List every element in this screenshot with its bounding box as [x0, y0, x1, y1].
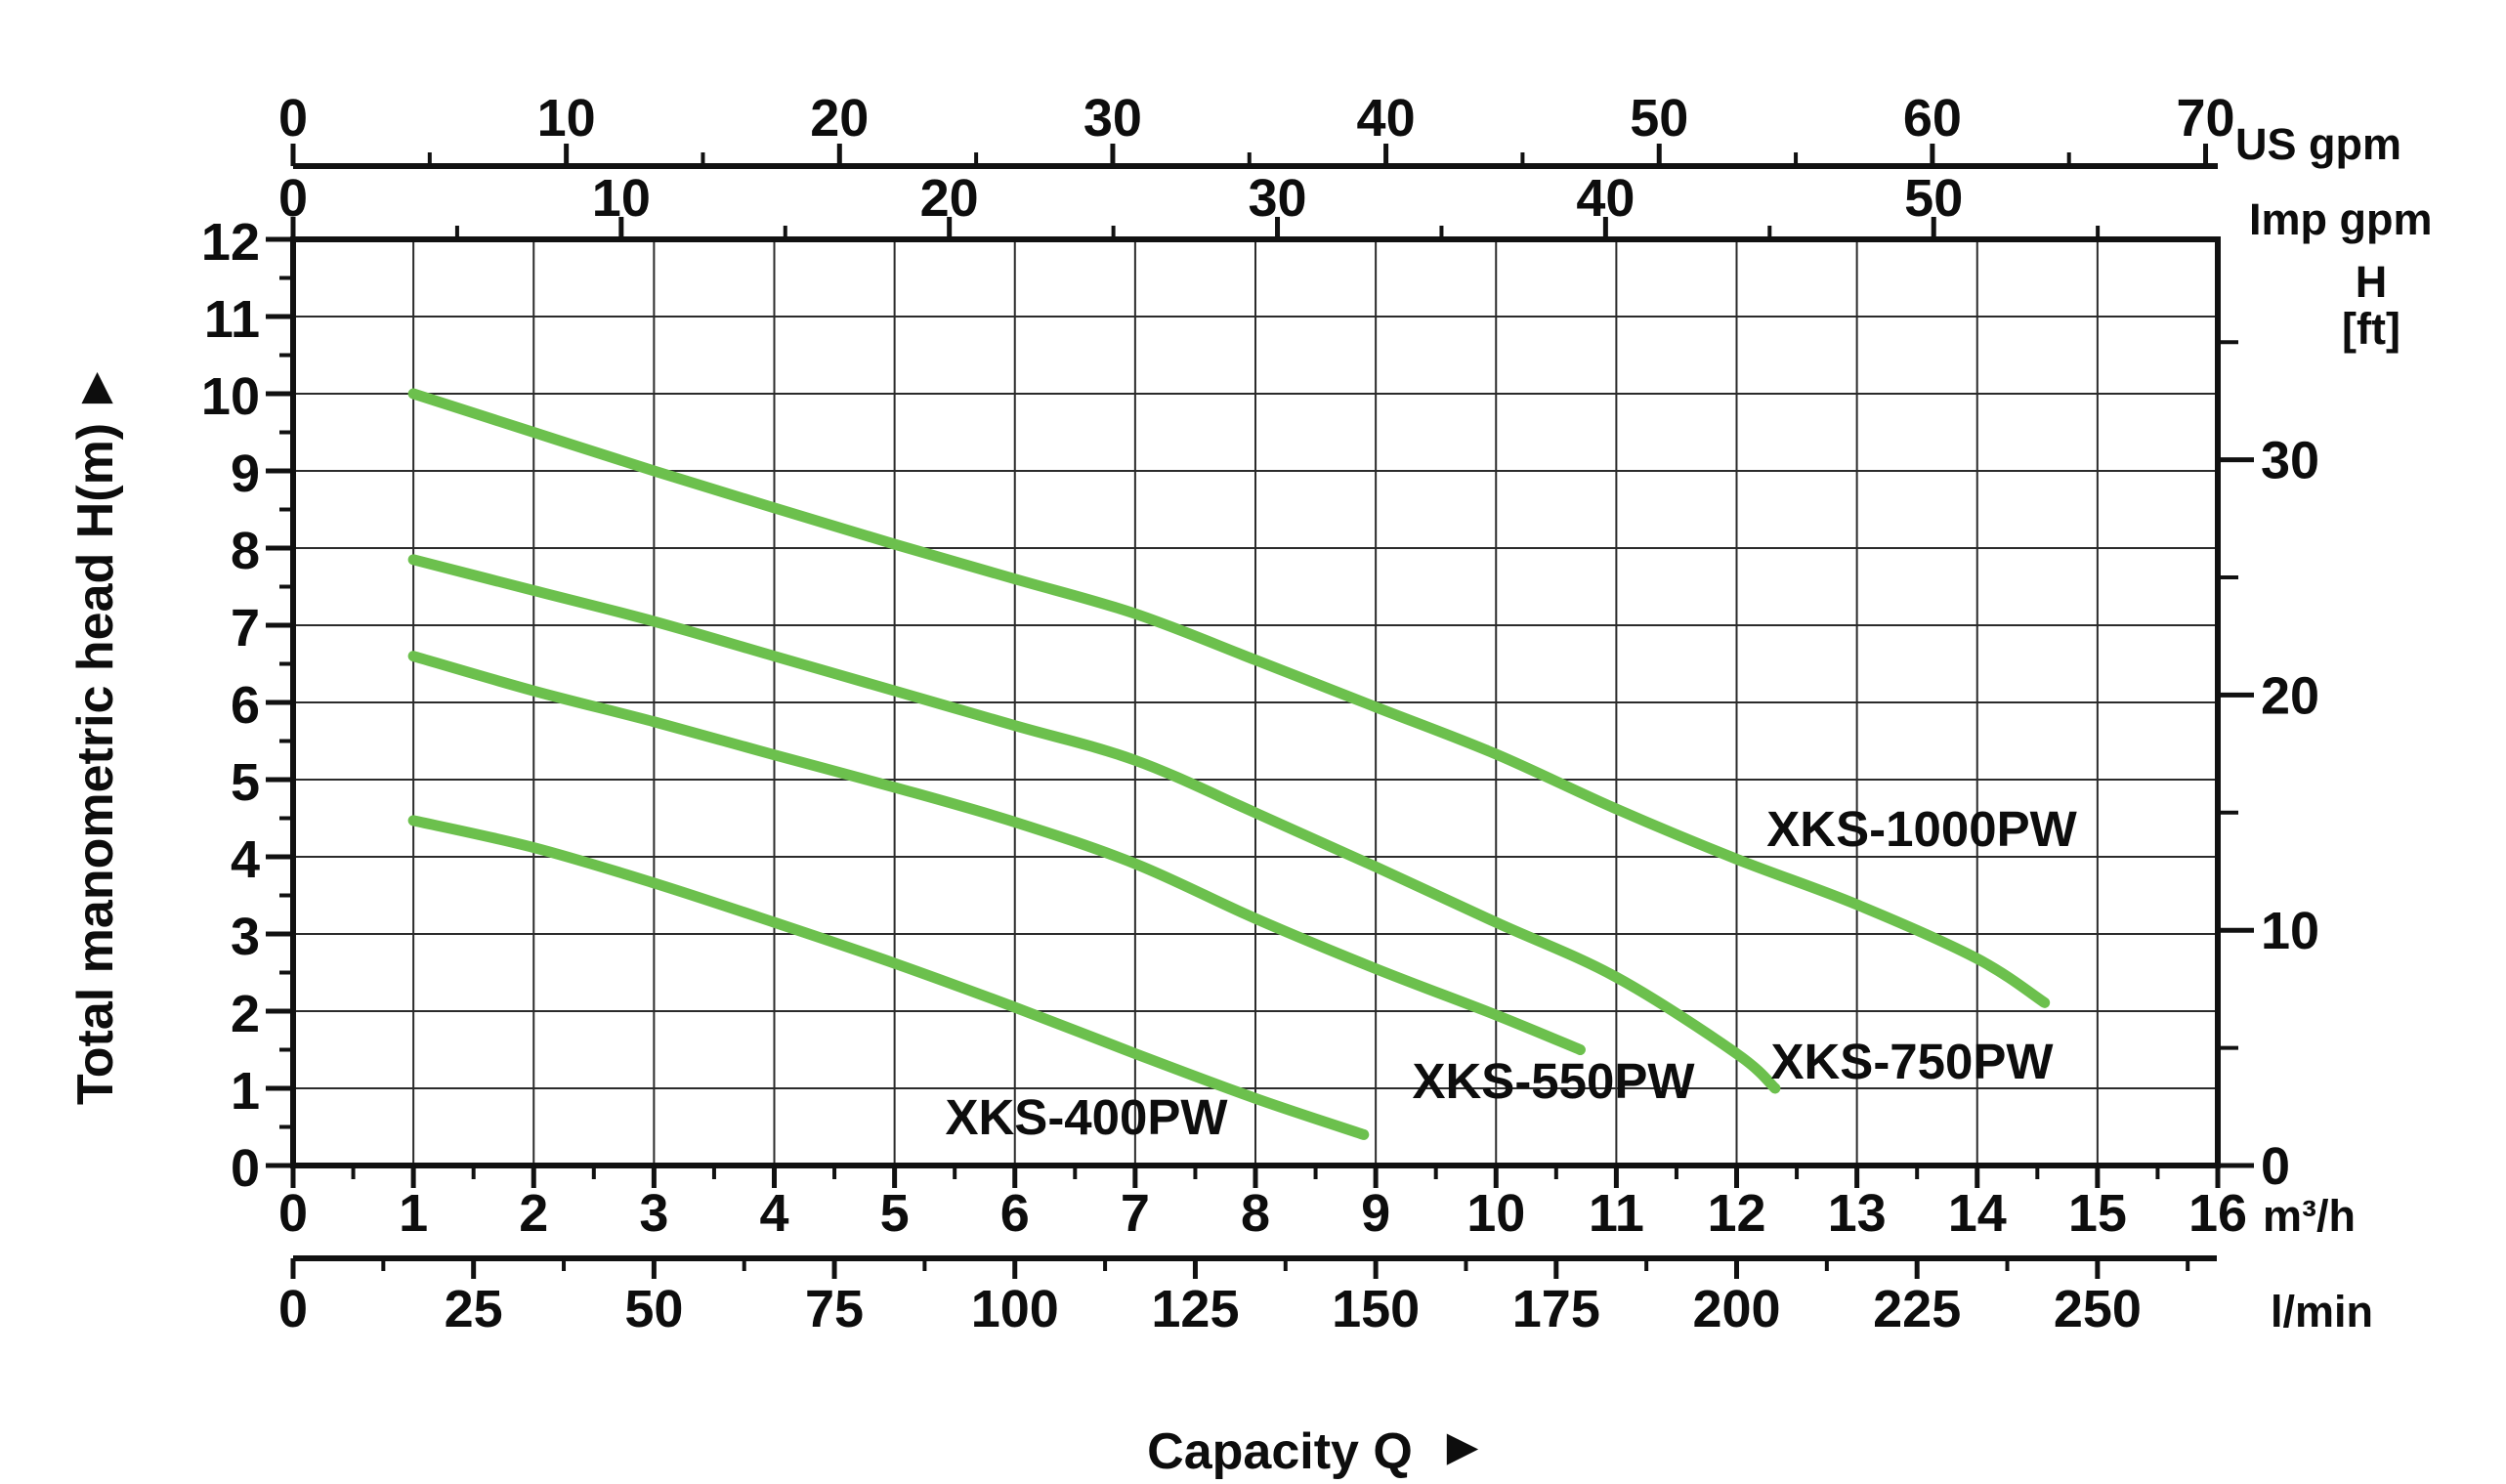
left-axis-tick-label: 10	[201, 367, 260, 426]
left-axis-tick-label: 3	[231, 908, 260, 966]
right-axis-tick-label: 0	[2261, 1137, 2290, 1196]
impgpm-axis-tick-label: 10	[592, 169, 651, 228]
curve-xks-400pw	[407, 815, 1370, 1140]
curve-label-xks-1000pw: XKS-1000PW	[1766, 801, 2077, 857]
impgpm-axis-tick-label: 40	[1576, 169, 1635, 228]
m3h-axis-tick-label: 3	[639, 1184, 668, 1243]
usgpm-axis-tick-label: 30	[1083, 89, 1142, 148]
m3h-axis-tick-label: 10	[1466, 1184, 1525, 1243]
lmin-axis-tick-label: 125	[1151, 1280, 1239, 1338]
lmin-axis-tick-label: 250	[2054, 1280, 2142, 1338]
right-axis-title-h: H	[2356, 257, 2388, 307]
m3h-axis-tick-label: 15	[2068, 1184, 2127, 1243]
m3h-axis-tick-label: 16	[2188, 1184, 2247, 1243]
head-axis-arrow-icon: ►	[65, 361, 124, 413]
m3h-axis-unit-label: m³/h	[2263, 1191, 2356, 1241]
impgpm-axis-unit-label: Imp gpm	[2249, 194, 2433, 244]
left-axis-tick-label: 12	[201, 213, 260, 272]
usgpm-axis-tick-label: 10	[537, 89, 596, 148]
curve-xks-1000pw	[407, 388, 2051, 1008]
right-axis-tick-label: 10	[2261, 902, 2319, 960]
impgpm-axis-tick-label: 20	[920, 169, 979, 228]
m3h-axis-tick-label: 4	[759, 1184, 788, 1243]
lmin-axis-tick-label: 75	[805, 1280, 864, 1338]
lmin-axis-tick-label: 200	[1692, 1280, 1780, 1338]
usgpm-axis-tick-label: 0	[278, 89, 308, 148]
left-axis-tick-label: 5	[231, 753, 260, 812]
m3h-axis-tick-label: 7	[1121, 1184, 1150, 1243]
usgpm-axis-tick-label: 50	[1630, 89, 1688, 148]
lmin-axis-tick-label: 50	[624, 1280, 683, 1338]
right-axis-title-ft: [ft]	[2342, 304, 2400, 354]
m3h-axis-tick-label: 0	[278, 1184, 308, 1243]
head-axis-title: Total manometric head H(m)	[67, 423, 124, 1105]
right-axis-tick-label: 20	[2261, 666, 2319, 725]
capacity-axis-title: Capacity Q	[1147, 1423, 1413, 1480]
usgpm-axis-tick-label: 20	[810, 89, 869, 148]
lmin-axis-tick-label: 175	[1512, 1280, 1600, 1338]
left-axis-tick-label: 9	[231, 445, 260, 503]
left-axis-tick-label: 11	[204, 290, 260, 349]
m3h-axis-tick-label: 13	[1828, 1184, 1887, 1243]
m3h-axis-tick-label: 8	[1241, 1184, 1270, 1243]
lmin-axis-tick-label: 25	[445, 1280, 503, 1338]
lmin-axis-unit-label: l/min	[2271, 1287, 2373, 1336]
left-axis-tick-label: 1	[231, 1062, 260, 1121]
left-axis-tick-label: 6	[231, 676, 260, 735]
m3h-axis-tick-label: 11	[1589, 1184, 1644, 1243]
left-axis-tick-label: 7	[231, 599, 260, 657]
right-axis-tick-label: 30	[2261, 432, 2319, 490]
curve-xks-750pw	[407, 554, 1781, 1094]
m3h-axis-tick-label: 2	[519, 1184, 548, 1243]
lmin-axis-tick-label: 100	[971, 1280, 1059, 1338]
m3h-axis-tick-label: 6	[1000, 1184, 1030, 1243]
m3h-axis-tick-label: 5	[880, 1184, 910, 1243]
impgpm-axis-tick-label: 0	[278, 169, 308, 228]
left-axis-tick-label: 8	[231, 522, 260, 580]
usgpm-axis-tick-label: 40	[1357, 89, 1416, 148]
m3h-axis-tick-label: 1	[399, 1184, 428, 1243]
lmin-axis-tick-label: 150	[1332, 1280, 1420, 1338]
lmin-axis-tick-label: 225	[1873, 1280, 1961, 1338]
left-axis-tick-label: 2	[231, 985, 260, 1043]
curve-label-xks-750pw: XKS-750PW	[1770, 1034, 2054, 1089]
usgpm-axis-tick-label: 60	[1903, 89, 1962, 148]
curve-label-xks-400pw: XKS-400PW	[945, 1089, 1228, 1145]
usgpm-axis-tick-label: 70	[2176, 89, 2234, 148]
capacity-axis-arrow-icon: ►	[1436, 1418, 1488, 1476]
curve-xks-550pw	[407, 651, 1586, 1055]
m3h-axis-tick-label: 12	[1707, 1184, 1765, 1243]
usgpm-axis-unit-label: US gpm	[2235, 119, 2401, 169]
left-axis-tick-label: 4	[231, 830, 260, 889]
impgpm-axis-tick-label: 50	[1904, 169, 1963, 228]
left-axis-tick-label: 0	[231, 1139, 260, 1198]
m3h-axis-tick-label: 9	[1361, 1184, 1390, 1243]
m3h-axis-tick-label: 14	[1948, 1184, 2007, 1243]
impgpm-axis-tick-label: 30	[1248, 169, 1306, 228]
curve-label-xks-550pw: XKS-550PW	[1412, 1053, 1695, 1109]
lmin-axis-tick-label: 0	[278, 1280, 308, 1338]
